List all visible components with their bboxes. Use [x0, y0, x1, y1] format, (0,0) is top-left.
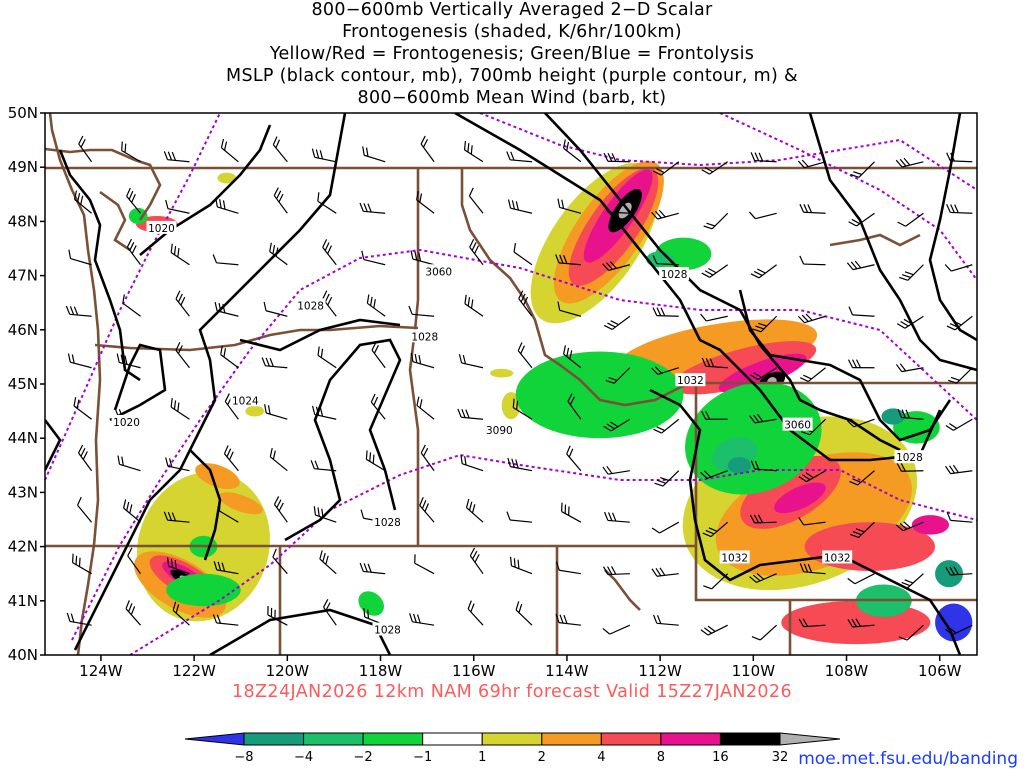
y-tick-label: 45N	[8, 375, 38, 393]
shaded-area	[166, 574, 241, 607]
barb-staff	[608, 161, 630, 162]
x-tick-label: 124W	[79, 662, 123, 680]
mslp-label: 1028	[374, 625, 401, 637]
barb-staff	[657, 316, 679, 317]
x-tick-label: 112W	[638, 662, 682, 680]
y-tick-label: 41N	[8, 592, 38, 610]
mslp-label: 1028	[661, 269, 688, 281]
mslp-label: 1020	[148, 223, 175, 235]
colorbar-swatch	[482, 733, 542, 745]
colorbar-high-arrow	[780, 733, 840, 745]
mslp-label: 1024	[232, 395, 259, 407]
site-credit: moe.met.fsu.edu/banding	[798, 749, 1018, 769]
height-label: 3060	[425, 266, 452, 278]
colorbar-swatch	[661, 733, 721, 745]
y-tick-label: 46N	[8, 321, 38, 339]
colorbar-label: 4	[597, 750, 605, 765]
x-tick-label: 120W	[266, 662, 310, 680]
mslp-label: 1032	[677, 375, 704, 387]
barb-staff	[804, 264, 826, 265]
shaded-area	[728, 457, 751, 473]
height-label: 3060	[784, 420, 811, 432]
colorbar-swatch	[304, 733, 364, 745]
shaded-area	[490, 369, 513, 378]
x-tick-label: 122W	[172, 662, 216, 680]
x-tick-label: 116W	[452, 662, 496, 680]
colorbar-swatch	[363, 733, 423, 745]
colorbar-swatch	[542, 733, 602, 745]
y-tick-label: 44N	[8, 429, 38, 447]
mslp-label: 1020	[113, 417, 140, 429]
barb-staff	[950, 212, 972, 213]
colorbar-label: 16	[712, 750, 729, 765]
mslp-label: 1028	[374, 517, 401, 529]
mslp-label: 1028	[411, 331, 438, 343]
y-tick-label: 42N	[8, 538, 38, 556]
colorbar: −8 −4 −2 −1 1 2 4 8 16 32	[185, 733, 840, 765]
colorbar-label: −8	[234, 750, 253, 765]
mslp-label: 1032	[721, 552, 748, 564]
colorbar-label: −2	[354, 750, 373, 765]
x-tick-label: 110W	[732, 662, 776, 680]
shaded-area	[245, 406, 264, 417]
colorbar-label: 32	[772, 750, 789, 765]
x-tick-label: 118W	[359, 662, 403, 680]
y-tick-label: 49N	[8, 158, 38, 176]
colorbar-label: 2	[538, 750, 546, 765]
colorbar-label: 1	[478, 750, 486, 765]
mslp-label: 1028	[297, 300, 324, 312]
colorbar-swatch	[601, 733, 661, 745]
y-tick-label: 43N	[8, 483, 38, 501]
y-tick-label: 40N	[8, 646, 38, 664]
colorbar-low-arrow	[185, 733, 244, 745]
colorbar-label: −1	[413, 750, 432, 765]
y-tick-label: 47N	[8, 267, 38, 285]
mslp-label: 1028	[896, 452, 923, 464]
colorbar-label: 8	[657, 750, 665, 765]
height-label: 3090	[486, 425, 513, 437]
y-tick-label: 48N	[8, 212, 38, 230]
colorbar-label: −4	[294, 750, 313, 765]
mslp-label: 1032	[824, 552, 851, 564]
x-tick-label: 106W	[918, 662, 962, 680]
x-tick-label: 108W	[825, 662, 869, 680]
y-tick-label: 50N	[8, 104, 38, 122]
colorbar-swatch	[720, 733, 780, 745]
colorbar-swatch	[423, 733, 483, 745]
x-tick-label: 114W	[545, 662, 589, 680]
forecast-valid-line: 18Z24JAN2026 12km NAM 69hr forecast Vali…	[0, 682, 1024, 702]
colorbar-swatch	[244, 733, 304, 745]
